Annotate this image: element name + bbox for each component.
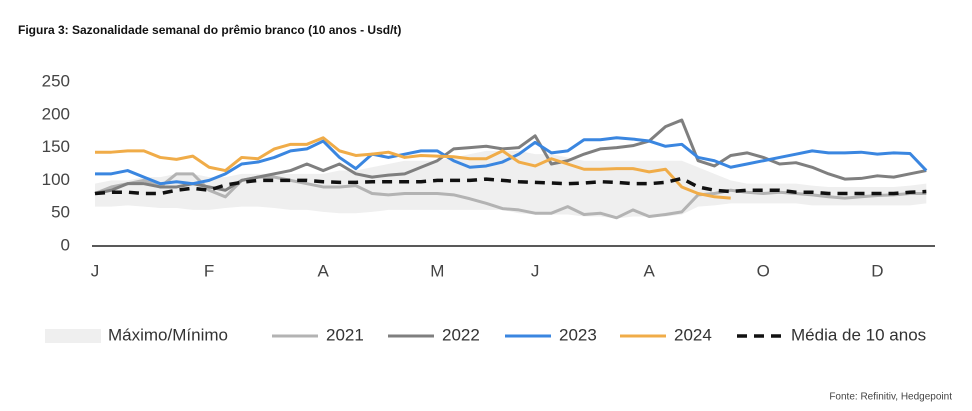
legend-label: 2022 <box>442 325 480 344</box>
x-tick-label: J <box>531 261 540 280</box>
y-tick-label: 150 <box>42 137 70 156</box>
legend-label: Máximo/Mínimo <box>108 325 228 344</box>
y-tick-label: 50 <box>51 203 70 222</box>
y-tick-label: 200 <box>42 104 70 123</box>
legend-label: 2023 <box>559 325 597 344</box>
x-tick-label: D <box>871 261 883 280</box>
x-tick-label: F <box>204 261 214 280</box>
x-tick-label: J <box>91 261 100 280</box>
x-tick-label: A <box>644 261 656 280</box>
y-tick-label: 250 <box>42 71 70 90</box>
y-tick-label: 0 <box>61 235 70 254</box>
legend-label: 2021 <box>326 325 364 344</box>
x-tick-label: O <box>757 261 770 280</box>
legend-label: Média de 10 anos <box>791 325 926 344</box>
min-max-band <box>95 150 927 219</box>
legend-swatch <box>45 329 101 343</box>
series-line <box>94 176 927 196</box>
x-tick-label: A <box>318 261 330 280</box>
y-tick-label: 100 <box>42 170 70 189</box>
legend-label: 2024 <box>674 325 712 344</box>
series-line <box>95 136 731 200</box>
x-tick-label: M <box>430 261 444 280</box>
source: Fonte: Refinitiv, Hedgepoint <box>829 392 952 403</box>
chart-title: Figura 3: Sazonalidade semanal do prêmio… <box>18 23 401 37</box>
